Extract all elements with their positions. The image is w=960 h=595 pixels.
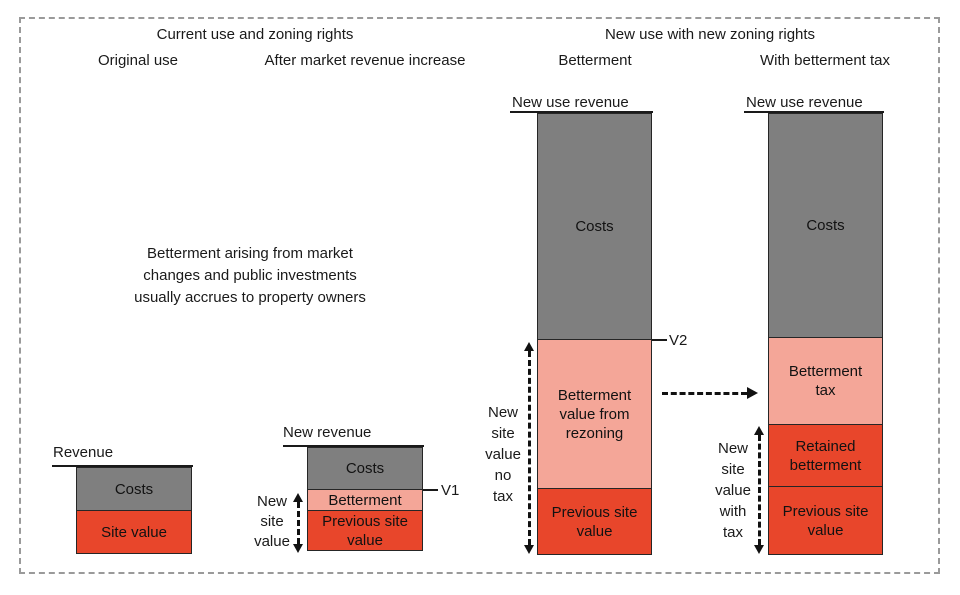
- side-label-line: no: [494, 467, 512, 484]
- side-label-line: New: [487, 404, 518, 421]
- bar1-revenue-label: Revenue: [53, 444, 114, 461]
- bar1-revenue-line: [52, 465, 193, 467]
- v1-marker: V1: [441, 482, 460, 499]
- group-header-new-use: New use with new zoning rights: [604, 26, 816, 43]
- annotation-line: usually accrues to property owners: [134, 289, 366, 306]
- side-label-line: value: [485, 446, 521, 463]
- arrow-dashed-shaft: [757, 435, 761, 545]
- bar-after-market: Costs Betterment Previous site value: [307, 447, 423, 551]
- side-label-line: site: [491, 425, 515, 442]
- bar4-revenue-line: [744, 111, 884, 113]
- v1-tick-line: [423, 489, 438, 491]
- arrow-dashed-shaft: [662, 391, 747, 395]
- v2-tick-line: [652, 339, 667, 341]
- side-label-line: site: [721, 461, 745, 478]
- bar3-betterment-value-segment: Betterment value from rezoning: [537, 339, 652, 489]
- arrow-down-head: [754, 545, 764, 554]
- bar4-revenue-label: New use revenue: [746, 94, 863, 111]
- side-label-line: value: [715, 482, 751, 499]
- arrow-up-head: [754, 426, 764, 435]
- arrow-right-head: [747, 387, 758, 399]
- column-header-betterment: Betterment: [558, 52, 632, 69]
- arrow-dashed-shaft: [296, 502, 300, 544]
- bar2-revenue-line: [283, 445, 424, 447]
- bar4-costs-segment: Costs: [768, 113, 883, 338]
- bar4-betterment-tax-segment: Betterment tax: [768, 337, 883, 425]
- bar4-new-site-value-arrow: [753, 426, 765, 554]
- bar1-site-value-segment: Site value: [76, 510, 192, 554]
- diagram-dashed-frame: [19, 17, 940, 574]
- v2-marker: V2: [669, 332, 688, 349]
- bar3-previous-site-value-segment: Previous site value: [537, 488, 652, 555]
- bar4-retained-betterment-segment: Retained betterment: [768, 424, 883, 487]
- bar2-betterment-segment: Betterment: [307, 489, 423, 511]
- bar-with-betterment-tax: Costs Betterment tax Retained betterment…: [768, 113, 883, 555]
- bar2-side-label-new-site-value: New site value: [252, 492, 292, 552]
- arrow-dashed-shaft: [527, 351, 531, 545]
- arrow-up-head: [293, 493, 303, 502]
- column-header-after-market: After market revenue increase: [264, 52, 466, 69]
- bar3-new-site-value-arrow: [523, 342, 535, 554]
- side-label-line: site: [260, 513, 284, 530]
- arrow-up-head: [524, 342, 534, 351]
- bar3-side-label-new-site-value-no-tax: New site value no tax: [478, 402, 528, 507]
- side-label-line: tax: [492, 488, 513, 505]
- column-header-original-use: Original use: [97, 52, 179, 69]
- bar1-costs-segment: Costs: [76, 467, 192, 511]
- bar2-costs-segment: Costs: [307, 447, 423, 490]
- bar3-revenue-label: New use revenue: [512, 94, 629, 111]
- arrow-down-head: [293, 544, 303, 553]
- betterment-to-tax-arrow: [662, 387, 758, 399]
- bar3-revenue-line: [510, 111, 653, 113]
- arrow-down-head: [524, 545, 534, 554]
- bar-original-use: Costs Site value: [76, 467, 192, 554]
- column-header-with-betterment-tax: With betterment tax: [759, 52, 891, 69]
- side-label-line: New: [717, 440, 748, 457]
- side-label-line: value: [254, 533, 290, 550]
- annotation-text: Betterment arising from market changes a…: [118, 243, 382, 309]
- bar-betterment: Costs Betterment value from rezoning Pre…: [537, 113, 652, 555]
- group-header-current-use: Current use and zoning rights: [156, 26, 354, 43]
- bar2-revenue-label: New revenue: [283, 424, 372, 441]
- bar4-previous-site-value-segment: Previous site value: [768, 486, 883, 555]
- side-label-line: New: [256, 493, 287, 510]
- bar3-costs-segment: Costs: [537, 113, 652, 340]
- bar2-new-site-value-arrow: [292, 493, 304, 553]
- bar2-previous-site-value-segment: Previous site value: [307, 510, 423, 551]
- side-label-line: with: [719, 503, 747, 520]
- bar4-side-label-new-site-value-with-tax: New site value with tax: [708, 438, 758, 543]
- side-label-line: tax: [722, 524, 743, 541]
- annotation-line: Betterment arising from market: [147, 245, 353, 262]
- annotation-line: changes and public investments: [143, 267, 357, 284]
